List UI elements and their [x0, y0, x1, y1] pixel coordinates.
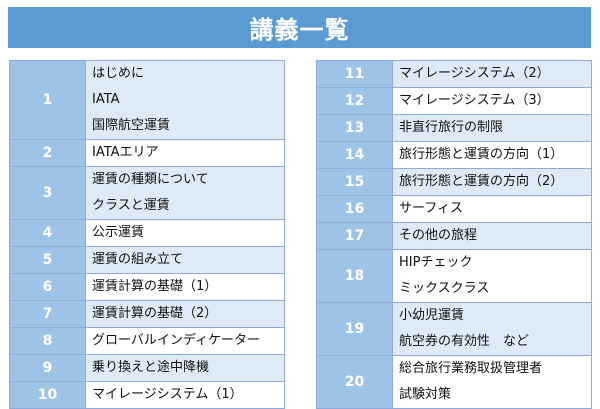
lecture-title-line: 総合旅行業務取扱管理者 [399, 361, 543, 376]
lecture-title-line: クラスと運賃 [92, 198, 170, 213]
lecture-title-line: HIPチェック [399, 255, 473, 270]
table-row: 20 総合旅行業務取扱管理者 試験対策 [316, 355, 592, 409]
lecture-title-cell: 公示運賃 [85, 219, 285, 247]
lecture-title-line: 運賃計算の基礎（1） [92, 279, 218, 294]
table-row: 18 HIPチェック ミックスクラス [316, 249, 592, 303]
lecture-title-line: はじめに [92, 66, 145, 81]
lecture-title-line: IATA [92, 92, 120, 107]
table-row: 3 運賃の種類について クラスと運賃 [9, 166, 285, 220]
lecture-number: 17 [316, 222, 393, 250]
lecture-number: 9 [9, 354, 86, 382]
lecture-title-cell: マイレージシステム（1） [85, 381, 285, 409]
lecture-title-cell: 非直行旅行の制限 [392, 114, 592, 142]
lecture-number: 12 [316, 87, 393, 115]
lecture-title-cell: 総合旅行業務取扱管理者 試験対策 [392, 355, 592, 409]
lecture-title-cell: 運賃計算の基礎（2） [85, 300, 285, 328]
lecture-title-line: 運賃の種類について [92, 172, 209, 187]
lecture-number: 14 [316, 141, 393, 169]
lecture-title-cell: 旅行形態と運賃の方向（1） [392, 141, 592, 169]
lecture-title-line: 小幼児運賃 [399, 308, 465, 323]
lecture-number: 15 [316, 168, 393, 196]
table-row: 2 IATAエリア [9, 139, 285, 167]
lecture-title-cell: HIPチェックミックスクラス [392, 249, 592, 303]
lecture-title-cell: 運賃の種類について クラスと運賃 [85, 166, 285, 220]
page-title: 講義一覧 [8, 7, 591, 48]
table-row: 9 乗り換えと途中降機 [9, 354, 285, 382]
lecture-title-cell: グローバルインディケーター [85, 327, 285, 355]
lecture-title-cell: はじめに IATA 国際航空運賃 [85, 60, 285, 140]
table-row: 12 マイレージシステム（3） [316, 87, 592, 115]
lecture-title-line: 航空券の有効性 など [399, 334, 530, 349]
table-row: 16 サーフィス [316, 195, 592, 223]
lecture-number: 18 [316, 249, 393, 303]
lecture-number: 7 [9, 300, 86, 328]
table-row: 11 マイレージシステム（2） [316, 60, 592, 88]
lecture-title-line: その他の旅程 [399, 228, 478, 243]
lecture-title-line: 非直行旅行の制限 [399, 120, 504, 135]
lecture-title-line: 運賃計算の基礎（2） [92, 306, 218, 321]
lecture-number: 11 [316, 60, 393, 88]
lecture-title-cell: 乗り換えと途中降機 [85, 354, 285, 382]
lecture-title-line: 旅行形態と運賃の方向（1） [399, 147, 564, 162]
lecture-title-cell: サーフィス [392, 195, 592, 223]
table-row: 19 小幼児運賃 航空券の有効性 など [316, 302, 592, 356]
table-row: 8 グローバルインディケーター [9, 327, 285, 355]
lecture-title-line: 試験対策 [399, 387, 452, 402]
lecture-title-cell: 旅行形態と運賃の方向（2） [392, 168, 592, 196]
lecture-number: 19 [316, 302, 393, 356]
lecture-title-cell: マイレージシステム（3） [392, 87, 592, 115]
table-row: 6 運賃計算の基礎（1） [9, 273, 285, 301]
lecture-number: 1 [9, 60, 86, 140]
lecture-title-line: IATAエリア [92, 145, 159, 160]
lecture-title-line: マイレージシステム（1） [92, 387, 243, 402]
lecture-number: 16 [316, 195, 393, 223]
lecture-title-line: 国際航空運賃 [92, 118, 171, 133]
table-row: 4 公示運賃 [9, 219, 285, 247]
table-row: 10 マイレージシステム（1） [9, 381, 285, 409]
lecture-title-line: サーフィス [399, 201, 463, 216]
lecture-number: 13 [316, 114, 393, 142]
lecture-number: 8 [9, 327, 86, 355]
lecture-title-line: 公示運賃 [92, 225, 145, 240]
table-row: 14 旅行形態と運賃の方向（1） [316, 141, 592, 169]
lecture-table-left: 1 はじめに IATA 国際航空運賃 2 IATAエリア 3 運賃の種類について クラスと運賃 4… [9, 60, 285, 409]
lecture-title-line: 運賃の組み立て [92, 252, 184, 267]
lecture-title-cell: 運賃計算の基礎（1） [85, 273, 285, 301]
lecture-table-right: 11 マイレージシステム（2） 12 マイレージシステム（3） 13 非直行旅行の制限 14… [316, 60, 592, 409]
table-row: 7 運賃計算の基礎（2） [9, 300, 285, 328]
table-row: 5 運賃の組み立て [9, 246, 285, 274]
table-row: 13 非直行旅行の制限 [316, 114, 592, 142]
lecture-title-line: ミックスクラス [399, 281, 490, 296]
lecture-title-cell: その他の旅程 [392, 222, 592, 250]
lecture-number: 5 [9, 246, 86, 274]
lecture-number: 2 [9, 139, 86, 167]
lecture-number: 4 [9, 219, 86, 247]
lecture-title-line: 旅行形態と運賃の方向（2） [399, 174, 564, 189]
lecture-title-line: グローバルインディケーター [92, 333, 260, 348]
lecture-title-cell: 小幼児運賃航空券の有効性 など [392, 302, 592, 356]
table-row: 17 その他の旅程 [316, 222, 592, 250]
lecture-title-cell: IATAエリア [85, 139, 285, 167]
lecture-number: 6 [9, 273, 86, 301]
lecture-number: 10 [9, 381, 86, 409]
lecture-number: 20 [316, 355, 393, 409]
table-row: 15 旅行形態と運賃の方向（2） [316, 168, 592, 196]
lecture-title-cell: マイレージシステム（2） [392, 60, 592, 88]
lecture-title-line: マイレージシステム（3） [399, 93, 550, 108]
lecture-title-line: マイレージシステム（2） [399, 66, 550, 81]
lecture-title-cell: 運賃の組み立て [85, 246, 285, 274]
lecture-title-line: 乗り換えと途中降機 [92, 360, 210, 375]
table-row: 1 はじめに IATA 国際航空運賃 [9, 60, 285, 140]
lecture-number: 3 [9, 166, 86, 220]
